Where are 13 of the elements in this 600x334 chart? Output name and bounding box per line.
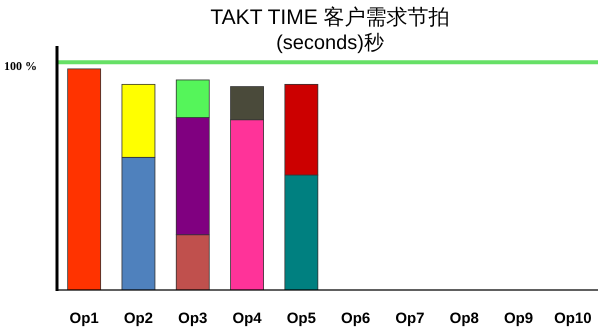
x-tick-label: Op3 — [178, 310, 208, 327]
x-tick-label: Op2 — [124, 310, 154, 327]
x-tick-label: Op6 — [341, 310, 370, 327]
chart-subtitle: (seconds)秒 — [276, 32, 384, 54]
x-tick-label: Op5 — [286, 310, 316, 327]
x-tick-label: Op1 — [70, 310, 99, 327]
x-tick-label: Op8 — [450, 310, 479, 327]
text: 100 % — [4, 59, 37, 74]
x-tick-label: Op7 — [395, 310, 425, 327]
chart-title: TAKT TIME 客户需求节拍 — [210, 6, 450, 29]
x-tick-label: Op4 — [232, 310, 262, 327]
x-tick-label: Op10 — [554, 310, 592, 327]
x-tick-label: Op9 — [504, 310, 534, 327]
